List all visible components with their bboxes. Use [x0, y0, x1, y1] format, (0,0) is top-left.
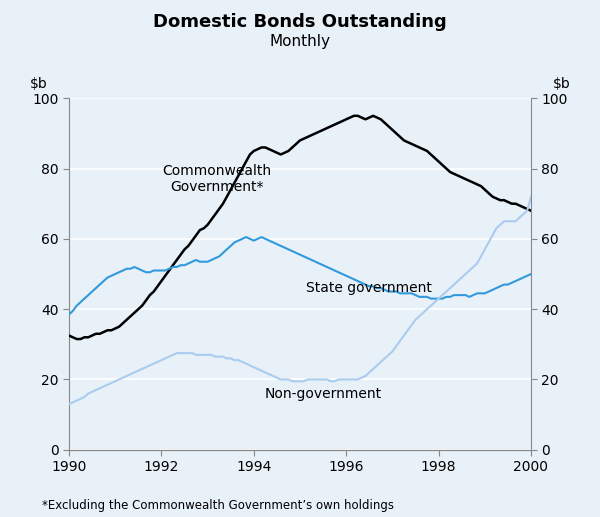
Text: State government: State government [307, 281, 432, 295]
Text: *Excluding the Commonwealth Government’s own holdings: *Excluding the Commonwealth Government’s… [42, 499, 394, 512]
Text: Domestic Bonds Outstanding: Domestic Bonds Outstanding [153, 13, 447, 31]
Text: Commonwealth
Government*: Commonwealth Government* [162, 164, 271, 194]
Text: Non-government: Non-government [265, 387, 382, 401]
Text: Monthly: Monthly [269, 34, 331, 49]
Text: $b: $b [30, 77, 47, 91]
Text: $b: $b [553, 77, 570, 91]
